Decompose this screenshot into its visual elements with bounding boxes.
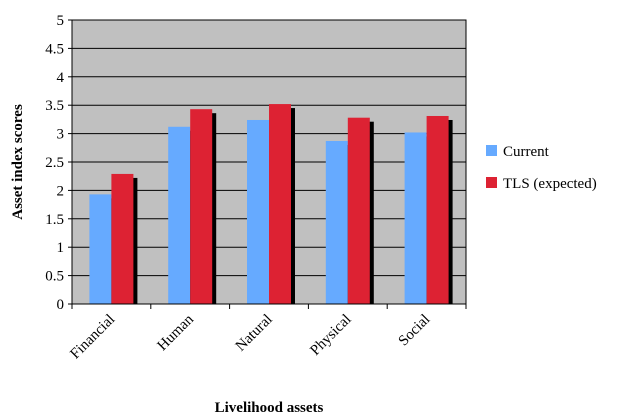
y-tick-label: 0 bbox=[57, 297, 65, 313]
bar-tls-expected--physical bbox=[347, 117, 370, 304]
x-tick-label: Physical bbox=[307, 312, 354, 359]
y-tick-label: 1.5 bbox=[45, 212, 64, 228]
y-tick-label: 5 bbox=[57, 13, 65, 29]
legend: Current TLS (expected) bbox=[486, 144, 597, 192]
bar-current-natural bbox=[247, 119, 269, 304]
bar-current-physical bbox=[325, 140, 348, 304]
y-tick-label: 3 bbox=[57, 127, 65, 143]
bar-tls-expected--human bbox=[190, 109, 213, 305]
bar-current-social bbox=[404, 132, 427, 304]
bar-tls-expected--natural bbox=[269, 104, 291, 305]
y-axis-title: Asset index scores bbox=[10, 104, 26, 220]
legend-label: TLS (expected) bbox=[503, 176, 597, 192]
bar-tls-expected--social bbox=[426, 115, 449, 304]
legend-swatch bbox=[486, 145, 497, 156]
bar-tls-expected--financial bbox=[111, 173, 134, 304]
x-axis-title: Livelihood assets bbox=[215, 400, 324, 416]
y-tick-label: 0.5 bbox=[45, 269, 64, 285]
x-tick-label: Human bbox=[154, 311, 197, 354]
y-axis-ticks: 0 0.5 1 1.5 2 2.5 3 3.5 4 4.5 5 bbox=[45, 13, 72, 313]
y-tick-label: 4.5 bbox=[45, 41, 64, 57]
bar-current-human bbox=[168, 126, 191, 304]
x-tick-label: Natural bbox=[233, 312, 276, 355]
y-tick-label: 1 bbox=[57, 240, 65, 256]
legend-swatch bbox=[486, 177, 497, 188]
x-axis-ticks: Financial Human Natural Physical Social bbox=[67, 304, 467, 363]
x-tick-label: Financial bbox=[67, 312, 118, 363]
y-tick-label: 2.5 bbox=[45, 155, 64, 171]
y-tick-label: 4 bbox=[57, 70, 65, 86]
x-tick-label: Social bbox=[396, 312, 434, 350]
y-tick-label: 3.5 bbox=[45, 98, 64, 114]
y-tick-label: 2 bbox=[57, 183, 65, 199]
legend-label: Current bbox=[503, 144, 550, 160]
bar-current-financial bbox=[89, 194, 112, 304]
bars bbox=[89, 104, 453, 305]
